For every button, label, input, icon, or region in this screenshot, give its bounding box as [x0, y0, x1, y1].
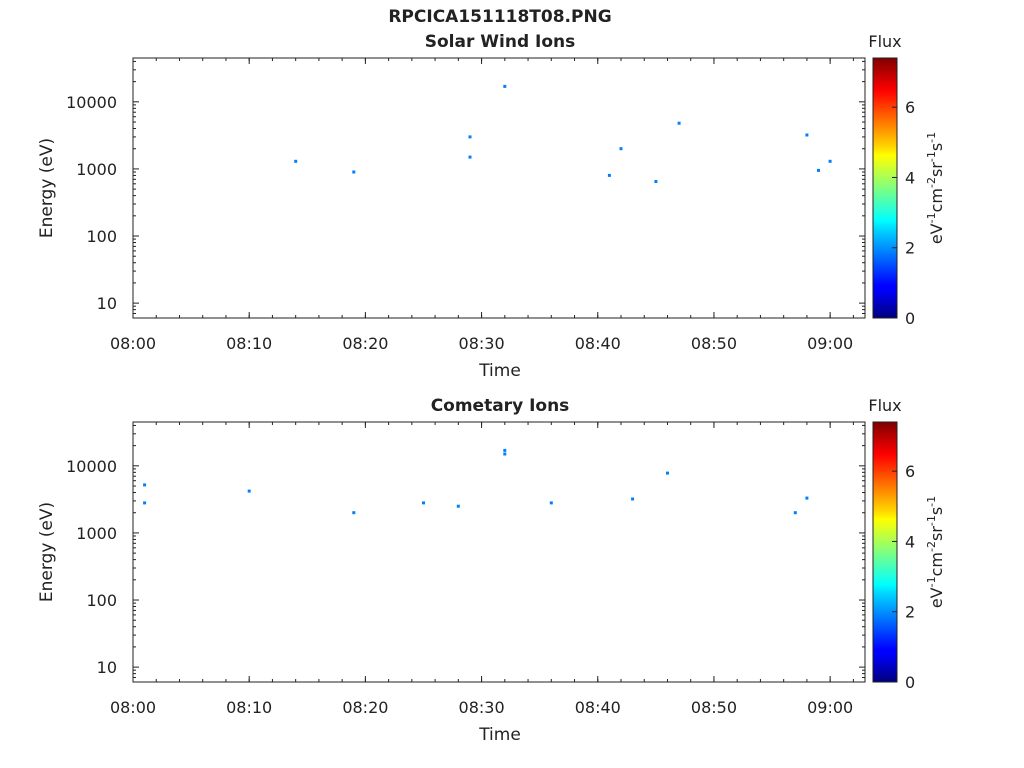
scatter-point: [456, 504, 460, 508]
x-tick-label: 08:10: [226, 334, 272, 353]
panel-title: Solar Wind Ions: [425, 32, 576, 52]
colorbar-gradient: [872, 421, 898, 683]
cometary-panel: Cometary Ions 08:00 08:10 08:20 08:30 08:40 0…: [37, 396, 946, 745]
scatter-point: [619, 147, 623, 151]
x-tick-label: 08:00: [110, 334, 156, 353]
colorbar-tick-label: 0: [905, 309, 915, 328]
scatter-point: [677, 121, 681, 125]
colorbar-title: Flux: [868, 32, 901, 51]
y-tick-label: 1000: [76, 160, 117, 179]
scatter-point: [294, 159, 298, 163]
x-tick-label: 08:40: [575, 698, 621, 717]
y-tick-label: 10000: [66, 457, 117, 476]
plot-area: [133, 422, 865, 682]
scatter-point: [503, 452, 507, 456]
x-tick-label: 08:50: [691, 698, 737, 717]
y-tick-label: 10000: [66, 93, 117, 112]
axes-frame: [132, 57, 866, 319]
y-tick-label: 10: [97, 658, 117, 677]
y-tick-label: 100: [86, 591, 117, 610]
colorbar-tick-label: 2: [905, 603, 915, 622]
colorbar-tick-label: 0: [905, 673, 915, 692]
colorbar-tick-label: 6: [905, 462, 915, 481]
solar-wind-panel: Solar Wind Ions 08:00 08:10 08:20 08:30 08:4…: [37, 32, 946, 381]
scatter-point: [503, 84, 507, 88]
scatter-point: [549, 501, 553, 505]
x-tick-label: 08:30: [459, 698, 505, 717]
colorbar-tick-label: 2: [905, 239, 915, 258]
colorbar-unit-label: eV-1cm-2sr-1s-1: [925, 496, 946, 608]
scatter-point: [793, 511, 797, 515]
x-tick-label: 08:20: [342, 334, 388, 353]
colorbar-unit-label: eV-1cm-2sr-1s-1: [925, 132, 946, 244]
x-axis-label: Time: [478, 361, 521, 381]
scatter-point: [666, 471, 669, 475]
scatter-point: [503, 448, 507, 452]
scatter-point: [143, 483, 147, 487]
x-tick-label: 08:40: [575, 334, 621, 353]
scatter-point: [352, 511, 356, 515]
axes-frame: [132, 421, 866, 683]
scatter-point: [143, 501, 147, 505]
figure-title: RPCICA151118T08.PNG: [388, 7, 612, 27]
scatter-point: [247, 489, 251, 493]
scatter-point: [468, 155, 472, 159]
x-tick-label: 08:10: [226, 698, 272, 717]
y-tick-label: 1000: [76, 524, 117, 543]
x-tick-label: 09:00: [807, 334, 853, 353]
colorbar-title: Flux: [868, 396, 901, 415]
x-axis-label: Time: [478, 725, 521, 745]
panel-title: Cometary Ions: [431, 396, 570, 416]
colorbar-tick-label: 4: [905, 532, 915, 551]
x-tick-label: 08:30: [459, 334, 505, 353]
colorbar-tick-label: 6: [905, 98, 915, 117]
y-axis-label: Energy (eV): [37, 502, 57, 602]
colorbar-gradient: [872, 57, 898, 319]
scatter-point: [422, 501, 425, 505]
plot-area: [133, 58, 865, 318]
y-tick-label: 100: [86, 227, 117, 246]
x-tick-label: 08:50: [691, 334, 737, 353]
x-tick-label: 08:00: [110, 698, 156, 717]
scatter-point: [607, 173, 611, 177]
y-tick-label: 10: [97, 294, 117, 313]
scatter-point: [828, 159, 832, 163]
x-tick-label: 09:00: [807, 698, 853, 717]
colorbar-tick-label: 4: [905, 168, 915, 187]
scatter-point: [817, 168, 820, 172]
scatter-point: [468, 135, 472, 139]
scatter-point: [654, 180, 658, 183]
y-axis-label: Energy (eV): [37, 138, 57, 238]
scatter-point: [805, 133, 809, 137]
x-tick-label: 08:20: [342, 698, 388, 717]
scatter-point: [631, 497, 635, 501]
scatter-point: [352, 170, 356, 174]
scatter-point: [805, 496, 809, 500]
